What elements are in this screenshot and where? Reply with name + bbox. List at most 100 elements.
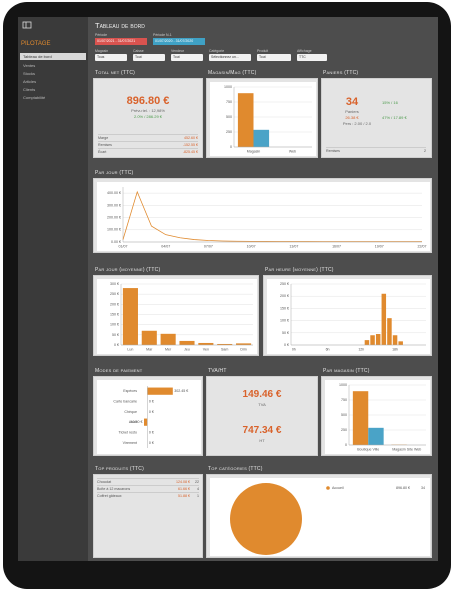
y-tick-label: 200.00 € xyxy=(107,216,121,220)
product-amount: 124.08 € xyxy=(176,480,190,484)
value-label: 0 € xyxy=(149,441,154,445)
select[interactable]: Tout xyxy=(257,54,291,61)
panel-title: TVA/HT xyxy=(208,368,227,374)
menu-item[interactable]: Ventes xyxy=(23,63,36,68)
y-tick-label: 1000 xyxy=(339,383,347,387)
panel: Espèces 302.45 € Carte bancaire 0 € Chèque 0 … xyxy=(93,376,203,456)
select[interactable]: TTC xyxy=(297,54,327,61)
panel: 34 Paniers 15% / 16 26.38 € 47% / 17.89 … xyxy=(321,78,432,158)
period-input[interactable]: 01/07/2020 - 31/07/2020 xyxy=(153,38,205,45)
basket-count: 34 xyxy=(345,96,359,108)
bar xyxy=(352,391,369,445)
row: Marge 452.60 € xyxy=(98,134,198,141)
y-tick-label: 250 xyxy=(226,130,232,134)
legend-label: Accueil xyxy=(332,486,344,490)
panel: Chocolat 22 124.08 € Boîte à 12 macarons 4 61… xyxy=(93,474,203,558)
sidebar-title: PILOTAGE xyxy=(21,41,51,47)
category-label: Carte bancaire xyxy=(113,399,137,403)
ht-label: HT xyxy=(259,438,265,443)
ht-amount: 747.34 € xyxy=(242,425,282,436)
x-tick-label: 01/07 xyxy=(119,244,128,248)
x-tick-label: 13/07 xyxy=(289,244,298,248)
select-label: Magasin xyxy=(95,49,109,53)
select-label: Caisse xyxy=(133,49,144,53)
x-tick-label: Mer xyxy=(165,347,172,351)
menu-item[interactable]: Articles xyxy=(23,79,37,84)
row: Écart -825.45 € xyxy=(98,148,198,155)
row-label: Remises xyxy=(326,149,340,153)
sidebar xyxy=(18,17,88,561)
row-label: Remises xyxy=(98,143,112,147)
product-amount: 51.88 € xyxy=(178,494,190,498)
panel-title: Top catégories (TTC) xyxy=(208,466,263,472)
y-tick-label: 200 € xyxy=(280,294,289,298)
select[interactable]: Tous xyxy=(95,54,127,61)
rows: Marge 452.60 € Remises -152.55 € Écart -825… xyxy=(98,134,198,155)
y-tick-label: 50 € xyxy=(282,331,289,335)
menu-item[interactable]: Clients xyxy=(23,87,36,92)
select[interactable]: Sélectionnez un... xyxy=(209,54,251,61)
panel: 0 € 50 € 100 € 150 € 200 € 250 € 0h 6h 12h 18h xyxy=(263,275,432,356)
panel-title: Total net (TTC) xyxy=(95,70,136,76)
change: 2.0% / 286.29 € xyxy=(133,114,163,119)
category-label: Avoir xyxy=(129,420,138,424)
y-tick-label: 1000 xyxy=(224,85,232,89)
row-value: 452.60 € xyxy=(184,136,198,140)
x-tick-label: Boutique Ville xyxy=(357,447,379,451)
select-label: Produit xyxy=(257,49,269,53)
product-name: Boîte à 12 macarons xyxy=(97,487,131,491)
bar xyxy=(122,288,138,345)
row-label: Écart xyxy=(98,150,107,154)
panel-title: Par magasin (TTC) xyxy=(323,368,370,374)
menu-icon[interactable] xyxy=(22,21,32,29)
product-qty: 1 xyxy=(197,494,199,498)
x-tick-label: 16/07 xyxy=(332,244,341,248)
panel: 0 250 500 750 1000 Boutique Ville Magasin Site… xyxy=(321,376,432,456)
bar xyxy=(368,427,384,445)
value-label: 0 € xyxy=(149,399,154,403)
category-label: Espèces xyxy=(123,389,137,393)
y-tick-label: 250 € xyxy=(280,282,289,286)
menu-item[interactable]: Comptabilité xyxy=(23,95,46,100)
product-name: Coffret gâteaux xyxy=(97,494,122,498)
select[interactable]: Tout xyxy=(171,54,203,61)
menu-item[interactable]: Tableau de bord xyxy=(20,53,86,60)
panel-title: Par jour (moyenne) (TTC) xyxy=(95,267,161,273)
y-tick-label: 100 € xyxy=(110,323,119,327)
period-input[interactable]: 01/07/2021 - 31/07/2021 xyxy=(95,38,147,45)
panel-title: Modes de paiement xyxy=(95,368,143,374)
bar xyxy=(217,343,233,345)
panel: 0.00 € 100.00 € 200.00 € 300.00 € 400.00 € 01… xyxy=(93,178,432,253)
panel: 0 250 500 750 1000 Magasin Web xyxy=(206,78,318,158)
bar xyxy=(160,333,176,345)
x-tick-label: Web xyxy=(289,149,296,153)
pie-slice xyxy=(230,483,302,555)
x-tick-label: Lun xyxy=(127,347,133,351)
y-tick-label: 0.00 € xyxy=(111,240,121,244)
filter-label: Période xyxy=(95,33,108,37)
panel: 896.80 € Prévu tel. : 12,98% 2.0% / 286.… xyxy=(93,78,203,158)
y-tick-label: 300 € xyxy=(110,282,119,286)
menu-item[interactable]: Stocks xyxy=(23,71,36,76)
select-label: Catégorie xyxy=(209,49,225,53)
chart: 0 € 50 € 100 € 150 € 200 € 250 € 0h 6h 12h 18h xyxy=(267,279,430,354)
panel-title: Par heure (moyenne) (TTC) xyxy=(265,267,334,273)
y-tick-label: 50 € xyxy=(112,333,119,337)
x-tick-label: 12h xyxy=(358,347,364,351)
y-tick-label: 150 € xyxy=(280,306,289,310)
bar xyxy=(364,340,370,345)
select[interactable]: Tout xyxy=(133,54,165,61)
x-tick-label: 19/07 xyxy=(375,244,384,248)
category-label: Chèque xyxy=(124,410,137,414)
y-tick-label: 0 xyxy=(345,443,347,447)
filter-label: Période N-1 xyxy=(153,33,172,37)
vat-amount: 149.46 € xyxy=(242,389,282,400)
x-tick-label: 18h xyxy=(392,347,398,351)
bar xyxy=(253,129,270,147)
x-tick-label: 22/07 xyxy=(418,244,427,248)
vat-label: TVA xyxy=(258,402,266,407)
product-amount: 61.66 € xyxy=(178,487,190,491)
panel-title: Paniers (TTC) xyxy=(323,70,359,76)
x-tick-label: Magasin xyxy=(247,149,261,153)
line xyxy=(122,190,422,243)
